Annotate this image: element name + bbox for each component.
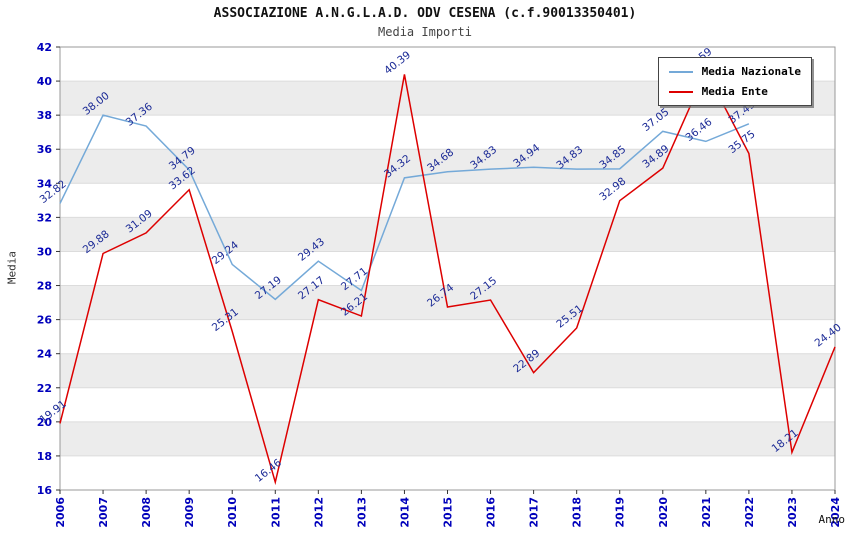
y-tick-label: 20: [37, 416, 53, 429]
x-tick-label: 2022: [743, 497, 756, 528]
y-tick-label: 22: [37, 382, 52, 395]
legend-item-media-ente: Media Ente: [668, 85, 801, 98]
y-tick-label: 28: [37, 280, 52, 293]
x-tick-label: 2020: [657, 497, 670, 528]
series-line-media-ente: [59, 69, 836, 486]
x-tick-label: 2011: [269, 497, 282, 528]
chart-subtitle: Media Importi: [378, 25, 472, 39]
x-axis-title: Anno: [818, 513, 846, 526]
value-label: 40.39: [382, 49, 413, 77]
line-swatch-media-ente: [668, 90, 693, 93]
x-tick-label: 2007: [97, 497, 110, 528]
x-tick-label: 2006: [54, 497, 67, 528]
plot-band: [60, 149, 835, 184]
x-tick-label: 2017: [528, 497, 541, 528]
x-tick-label: 2023: [786, 497, 799, 528]
legend-item-media-nazionale: Media Nazionale: [668, 65, 801, 78]
chart-title: ASSOCIAZIONE A.N.G.L.A.D. ODV CESENA (c.…: [213, 6, 637, 21]
y-tick-label: 16: [37, 484, 53, 497]
x-tick-label: 2012: [312, 497, 325, 528]
y-tick-label: 34: [37, 177, 53, 190]
x-tick-label: 2024: [829, 497, 842, 528]
legend-label-media-ente: Media Ente: [701, 85, 768, 98]
x-tick-label: 2019: [614, 497, 627, 528]
x-tick-label: 2013: [355, 497, 368, 528]
value-label: 24.40: [813, 322, 844, 350]
plot-band: [60, 217, 835, 252]
line-swatch-media-nazionale: [668, 70, 693, 73]
x-tick-label: 2009: [183, 497, 196, 528]
y-tick-label: 38: [37, 109, 52, 122]
y-tick-label: 42: [37, 41, 52, 54]
y-tick-label: 26: [37, 314, 53, 327]
plot-band: [60, 353, 835, 388]
x-tick-label: 2015: [442, 497, 455, 528]
plot-band: [60, 285, 835, 320]
y-tick-label: 24: [37, 348, 53, 361]
x-tick-label: 2018: [571, 497, 584, 528]
legend: Media Nazionale Media Ente: [657, 57, 812, 106]
y-tick-label: 32: [37, 211, 52, 224]
x-tick-label: 2021: [700, 497, 713, 528]
y-tick-label: 40: [37, 75, 53, 88]
x-tick-label: 2008: [140, 497, 153, 528]
plot-band: [60, 421, 835, 456]
y-tick-label: 30: [37, 245, 53, 258]
legend-label-media-nazionale: Media Nazionale: [701, 65, 801, 78]
x-tick-label: 2016: [485, 497, 498, 528]
x-tick-label: 2014: [398, 497, 411, 528]
x-tick-label: 2010: [226, 497, 239, 528]
y-axis-title: Media: [5, 250, 19, 285]
y-tick-label: 36: [37, 143, 53, 156]
series-line-media-nazionale: [59, 114, 750, 301]
y-tick-label: 18: [37, 450, 52, 463]
